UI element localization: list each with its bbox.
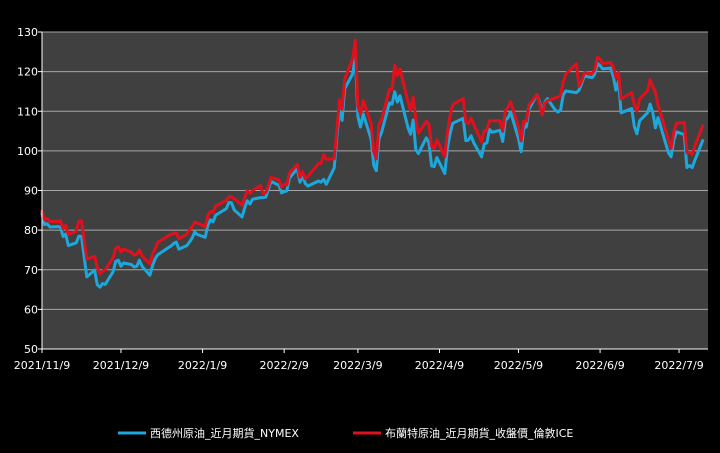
y-tick-label: 120 bbox=[17, 66, 38, 79]
y-tick-label: 90 bbox=[24, 185, 38, 198]
y-tick-label: 50 bbox=[24, 343, 38, 356]
x-axis-tick-labels: 2021/11/9 2021/12/9 2022/1/9 2022/2/9 2022/3… bbox=[14, 359, 704, 372]
x-tick-label: 2022/3/9 bbox=[333, 359, 382, 372]
y-tick-label: 100 bbox=[17, 145, 38, 158]
x-tick-label: 2022/1/9 bbox=[178, 359, 227, 372]
x-tick-label: 2021/11/9 bbox=[14, 359, 70, 372]
y-tick-label: 80 bbox=[24, 224, 38, 237]
y-tick-label: 110 bbox=[17, 105, 38, 118]
legend-label-1: 布蘭特原油_近月期貨_收盤價_倫敦ICE bbox=[385, 426, 573, 440]
series-lines bbox=[40, 38, 705, 289]
series-line-1 bbox=[40, 38, 705, 276]
legend: 西德州原油_近月期貨_NYMEX 布蘭特原油_近月期貨_收盤價_倫敦ICE bbox=[118, 426, 573, 440]
x-tick-label: 2021/12/9 bbox=[93, 359, 149, 372]
y-axis-tick-labels: 50 60 70 80 90 100 110 120 130 bbox=[17, 26, 38, 356]
x-tick-label: 2022/7/9 bbox=[654, 359, 703, 372]
legend-label-0: 西德州原油_近月期貨_NYMEX bbox=[150, 426, 299, 440]
y-tick-label: 60 bbox=[24, 303, 38, 316]
x-tick-label: 2022/6/9 bbox=[575, 359, 624, 372]
y-tick-label: 130 bbox=[17, 26, 38, 39]
x-tick-label: 2022/4/9 bbox=[415, 359, 464, 372]
y-tick-label: 70 bbox=[24, 264, 38, 277]
gridlines bbox=[42, 31, 708, 310]
x-tick-label: 2022/2/9 bbox=[259, 359, 308, 372]
axes bbox=[38, 31, 708, 353]
x-tick-label: 2022/5/9 bbox=[494, 359, 543, 372]
